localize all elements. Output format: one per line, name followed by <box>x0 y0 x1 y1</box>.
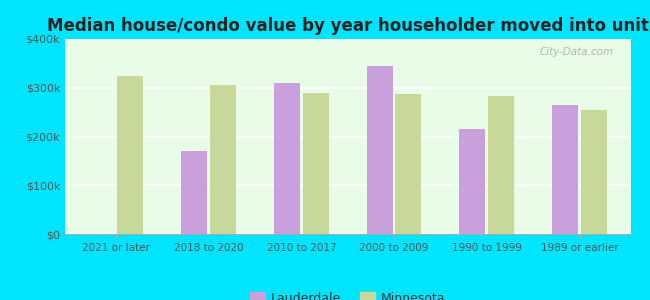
Bar <box>181 151 207 234</box>
Legend: Lauderdale, Minnesota: Lauderdale, Minnesota <box>245 287 450 300</box>
Bar <box>210 85 236 234</box>
Bar <box>118 76 144 234</box>
Bar <box>367 66 393 234</box>
Title: Median house/condo value by year householder moved into unit: Median house/condo value by year househo… <box>47 17 649 35</box>
Bar <box>395 94 421 234</box>
Bar <box>488 96 514 234</box>
Bar <box>460 129 486 234</box>
Bar <box>552 105 578 234</box>
Bar <box>581 110 607 234</box>
Bar <box>303 93 329 234</box>
Text: City-Data.com: City-Data.com <box>540 47 614 57</box>
Bar <box>274 83 300 234</box>
